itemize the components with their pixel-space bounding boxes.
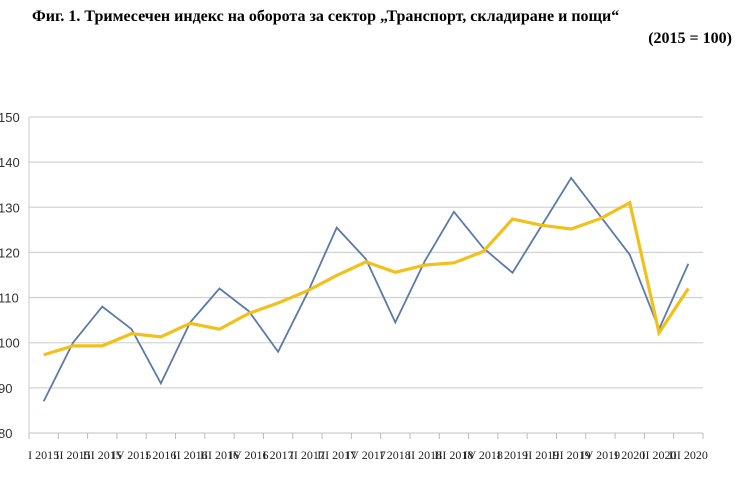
x-tick-label: III 2015: [83, 448, 122, 462]
x-tick-label: III 2018: [434, 448, 473, 462]
series-line-seasonally-adjusted: [43, 200, 690, 357]
x-tick-label: IV 2017: [346, 448, 385, 462]
y-tick-label: 90: [0, 381, 12, 396]
y-tick-label: 80: [0, 426, 12, 441]
series-line-unadjusted: [42, 176, 690, 402]
x-tick-label: III 2019: [552, 448, 591, 462]
x-tick-label: IV 2016: [229, 448, 268, 462]
x-tick-label: III 2016: [200, 448, 239, 462]
chart-subtitle: (2015 = 100): [648, 30, 732, 47]
x-tick-label: I 2016: [145, 448, 176, 462]
x-tick-label: IV 2018: [463, 448, 502, 462]
x-tick-label: II 2016: [173, 448, 208, 462]
x-tick-label: IV 2019: [581, 448, 620, 462]
x-tick-label: III 2017: [317, 448, 356, 462]
x-tick-label: II 2015: [55, 448, 90, 462]
x-tick-label: I 2015: [28, 448, 59, 462]
x-tick-label: IV 2015: [112, 448, 151, 462]
chart-title: Фиг. 1. Тримесечен индекс на оборота за …: [32, 8, 620, 25]
y-tick-label: 150: [0, 110, 20, 125]
x-tick-label: I 2019: [497, 448, 528, 462]
x-tick-label: I 2018: [380, 448, 411, 462]
y-tick-label: 140: [0, 155, 20, 170]
x-tick-label: I 2020: [614, 448, 645, 462]
y-tick-label: 110: [0, 291, 19, 306]
y-tick-label: 130: [0, 200, 20, 215]
x-tick-label: II 2020: [642, 448, 677, 462]
x-tick-label: I 2017: [263, 448, 294, 462]
x-tick-label: II 2017: [290, 448, 325, 462]
y-tick-label: 100: [0, 336, 20, 351]
x-tick-label: II 2019: [524, 448, 559, 462]
y-tick-label: 120: [0, 245, 20, 260]
x-tick-label: III 2020: [669, 448, 708, 462]
x-tick-label: II 2018: [407, 448, 442, 462]
